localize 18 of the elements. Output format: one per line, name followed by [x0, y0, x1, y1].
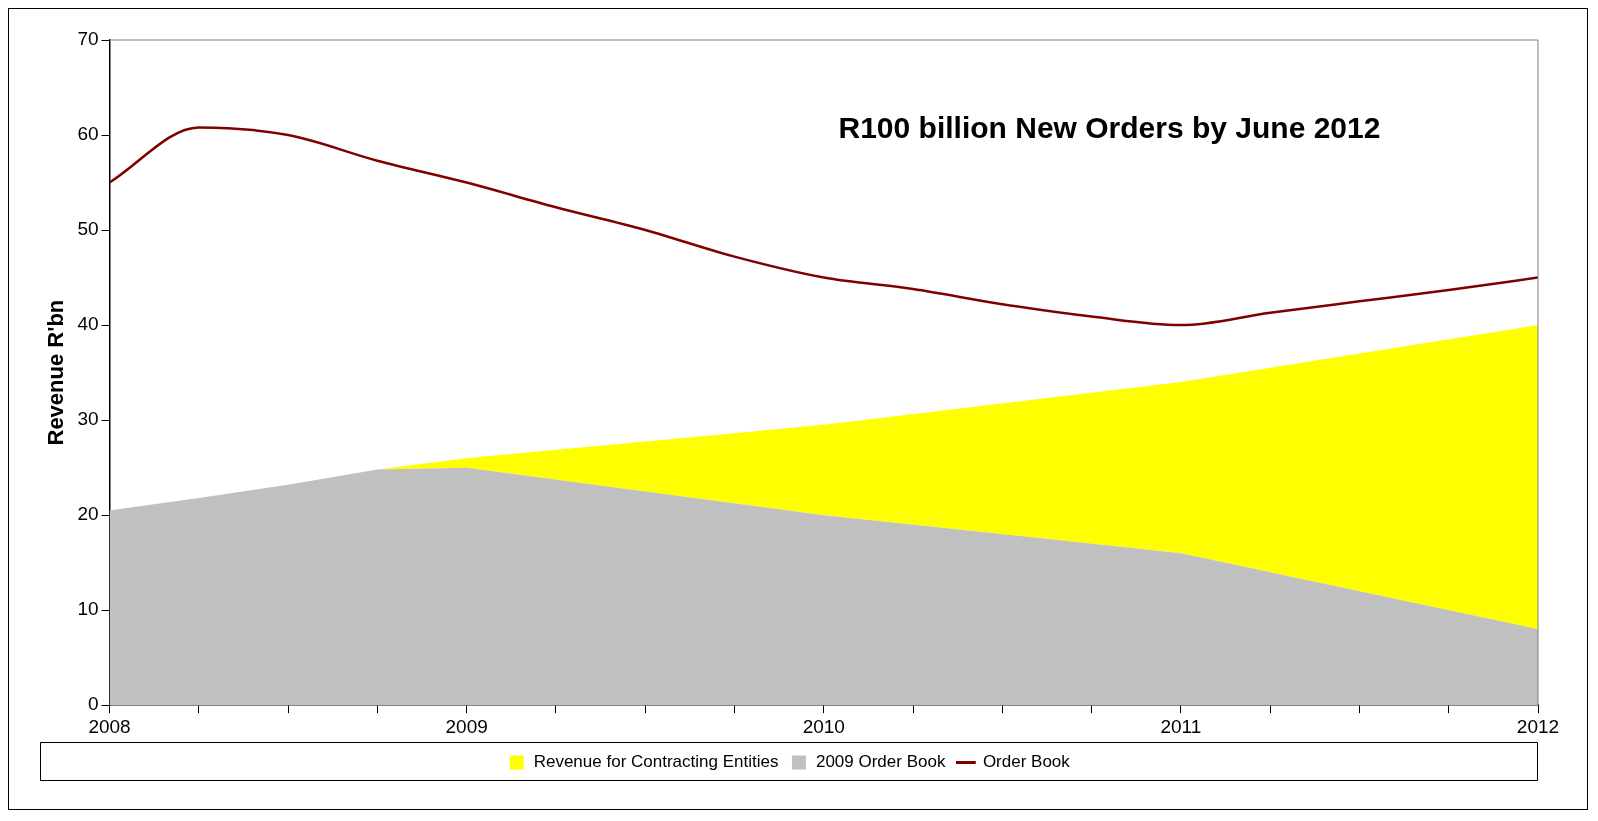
x-tick-label: 2011 [1160, 715, 1202, 737]
text: R100 billion New Orders by June 2012 [838, 111, 1381, 145]
x-tick-label: 2010 [802, 715, 845, 737]
legend-label: Revenue for Contracting Entities [533, 752, 779, 772]
y-axis-title: Revenue R'bn [43, 299, 69, 446]
x-tick-label: 2012 [1516, 715, 1560, 737]
y-tick-label: 50 [77, 218, 99, 240]
x-tick-label: 2009 [445, 715, 488, 737]
legend-label: 2009 Order Book [815, 752, 946, 772]
legend-label: Order Book [982, 752, 1071, 772]
y-tick-label: 40 [77, 313, 99, 335]
x-tick-label: 2008 [88, 715, 131, 737]
y-tick-label: 70 [77, 28, 99, 50]
y-tick-label: 30 [77, 408, 99, 430]
y-tick-label: 0 [87, 693, 99, 715]
y-tick-label: 60 [77, 123, 99, 145]
y-tick-label: 10 [77, 598, 99, 620]
y-tick-label: 20 [77, 503, 99, 525]
